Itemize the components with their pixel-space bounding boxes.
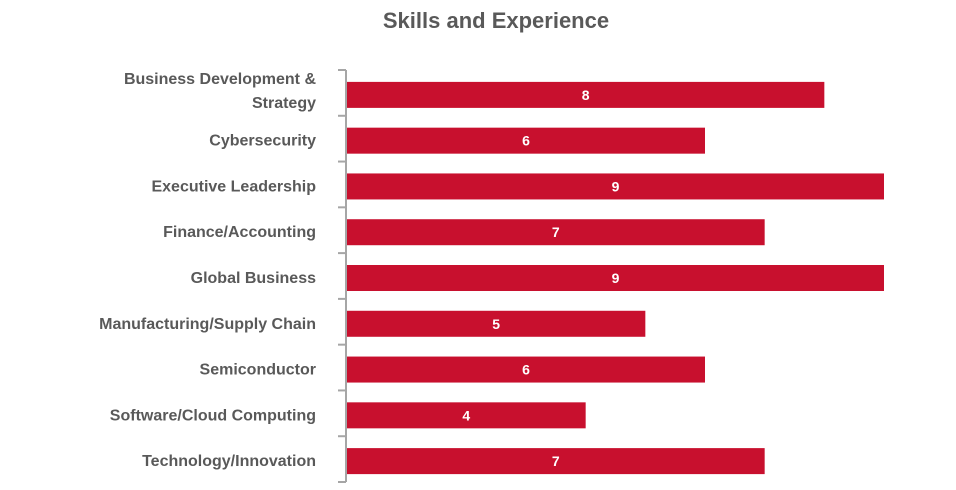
bar: [347, 173, 884, 200]
category-label: Technology/Innovation: [142, 453, 316, 470]
data-label: 5: [492, 316, 500, 332]
data-label: 6: [522, 133, 530, 149]
bar: [347, 356, 705, 383]
bar: [347, 310, 646, 337]
data-label: 9: [612, 270, 620, 286]
data-label: 4: [462, 407, 470, 423]
data-label: 9: [612, 178, 620, 194]
bar: [347, 265, 884, 291]
category-label: Manufacturing/Supply Chain: [99, 316, 316, 333]
bar: [347, 81, 825, 108]
category-label: Executive Leadership: [151, 178, 316, 195]
category-label: Business Development &: [124, 71, 317, 88]
category-label: Software/Cloud Computing: [110, 407, 316, 424]
chart-title: Skills and Experience: [382, 8, 610, 33]
category-label: Strategy: [252, 95, 316, 112]
data-label: 8: [582, 87, 590, 103]
bar: [347, 127, 705, 154]
category-label: Global Business: [191, 270, 316, 287]
bar: [347, 402, 586, 429]
data-label: 7: [552, 224, 560, 240]
data-label: 7: [552, 453, 560, 469]
category-label: Semiconductor: [200, 362, 316, 379]
bar: [347, 219, 765, 246]
category-label: Cybersecurity: [209, 133, 316, 150]
category-label: Finance/Accounting: [163, 224, 316, 241]
bar: [347, 448, 765, 475]
data-label: 6: [522, 362, 530, 378]
